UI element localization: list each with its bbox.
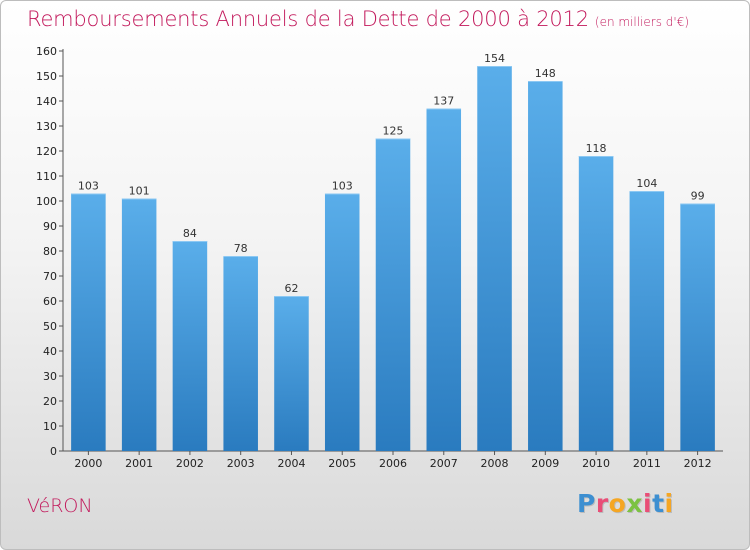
logo-letter: x: [626, 489, 643, 518]
bar-2000: [71, 193, 106, 451]
x-tick-label: 2001: [125, 457, 153, 470]
value-label: 104: [636, 177, 657, 190]
value-label: 101: [129, 185, 150, 198]
bar-highlight: [223, 256, 258, 257]
bar-2011: [629, 191, 665, 451]
y-tick-label: 50: [43, 320, 57, 333]
logo-letter: r: [595, 489, 609, 518]
x-tick-label: 2007: [430, 457, 458, 470]
x-tick-label: 2008: [481, 457, 509, 470]
logo-letter: o: [608, 489, 627, 518]
logo-letter: t: [652, 489, 665, 518]
bar-2009: [528, 81, 563, 451]
logo-letter: i: [664, 489, 674, 518]
x-tick-label: 2009: [531, 457, 559, 470]
chart-axes: 0 10 20 30 40 50 60 70 80 90 100 110 120 130 140 150 160: [36, 45, 723, 458]
x-tick-label: 2004: [277, 457, 305, 470]
bar-2012: [680, 203, 715, 451]
chart-labels: 103 2000 101 2001 84 2002 78 2003 62 2004 103 2005 1…: [74, 52, 711, 470]
y-tick-label: 150: [36, 70, 57, 83]
y-tick-label: 0: [50, 445, 57, 458]
y-tick-label: 100: [36, 195, 57, 208]
bar-2003: [223, 256, 258, 451]
x-tick-label: 2003: [227, 457, 255, 470]
chart-title-unit: (en milliers d'€): [594, 15, 690, 29]
bar-highlight: [680, 203, 715, 205]
bar-highlight: [324, 193, 360, 195]
bar-highlight: [375, 138, 411, 140]
proxiti-logo: Proxiti: [577, 489, 674, 518]
value-label: 99: [691, 190, 705, 203]
y-tick-label: 30: [43, 370, 57, 383]
bar-highlight: [578, 156, 614, 157]
logo-letter: i: [643, 489, 653, 518]
y-tick-label: 60: [43, 295, 57, 308]
y-tick-label: 70: [43, 270, 57, 283]
bar-2010: [578, 156, 614, 451]
y-tick-label: 160: [36, 45, 57, 58]
y-tick-label: 110: [36, 170, 57, 183]
x-tick-label: 2010: [582, 457, 610, 470]
bar-2006: [375, 138, 411, 451]
value-label: 125: [383, 125, 404, 138]
bar-2002: [172, 241, 208, 451]
chart-title: Remboursements Annuels de la Dette de 20…: [27, 7, 689, 31]
x-tick-label: 2005: [328, 457, 356, 470]
bar-highlight: [629, 191, 665, 192]
value-label: 84: [183, 227, 197, 240]
x-tick-label: 2000: [74, 457, 102, 470]
y-tick-label: 20: [43, 395, 57, 408]
value-label: 137: [433, 95, 454, 108]
bar-highlight: [172, 241, 208, 242]
chart-title-main: Remboursements Annuels de la Dette de 20…: [27, 7, 589, 31]
value-label: 103: [78, 180, 99, 193]
x-tick-label: 2012: [684, 457, 712, 470]
value-label: 103: [332, 180, 353, 193]
bar-2004: [274, 296, 309, 451]
logo-letter: P: [577, 489, 596, 518]
bar-highlight: [528, 81, 563, 82]
bar-2008: [477, 66, 512, 451]
y-tick-label: 10: [43, 420, 57, 433]
y-tick-label: 40: [43, 345, 57, 358]
x-tick-label: 2006: [379, 457, 407, 470]
y-tick-label: 130: [36, 120, 57, 133]
y-tick-label: 90: [43, 220, 57, 233]
y-tick-label: 140: [36, 95, 57, 108]
bar-highlight: [274, 296, 309, 297]
bar-highlight: [426, 108, 462, 110]
x-tick-label: 2011: [633, 457, 661, 470]
bar-highlight: [71, 193, 106, 195]
bar-highlight: [477, 66, 512, 67]
bar-highlight: [121, 198, 157, 200]
value-label: 148: [535, 67, 556, 80]
bar-2007: [426, 108, 462, 451]
value-label: 118: [586, 142, 607, 155]
chart-bars: [71, 66, 715, 451]
value-label: 78: [234, 242, 248, 255]
bar-2001: [121, 198, 157, 451]
value-label: 154: [484, 52, 505, 65]
bar-2005: [324, 193, 360, 451]
y-tick-label: 120: [36, 145, 57, 158]
town-name: VéRON: [27, 495, 93, 517]
value-label: 62: [284, 282, 298, 295]
x-tick-label: 2002: [176, 457, 204, 470]
y-tick-label: 80: [43, 245, 57, 258]
